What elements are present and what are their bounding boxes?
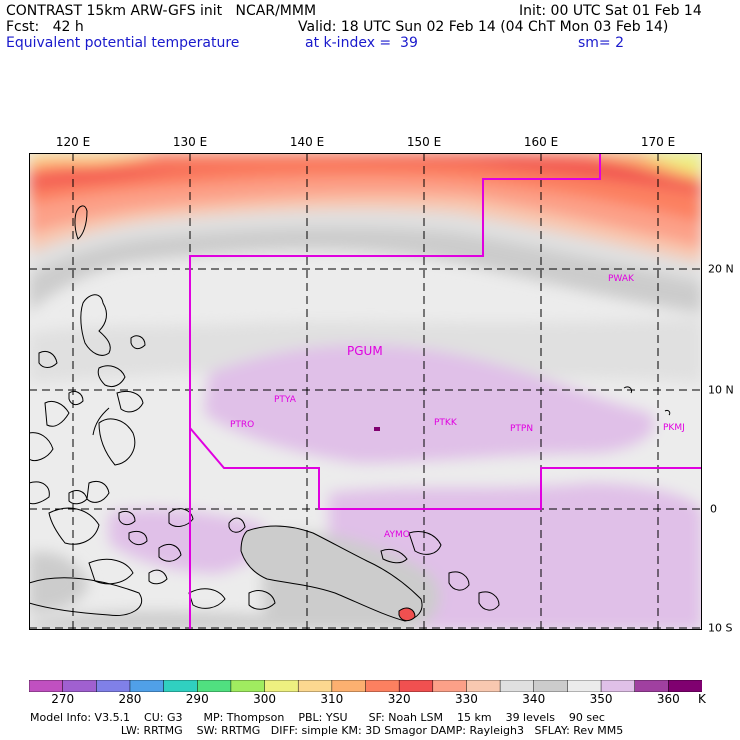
colorbar-tick-label: 300 <box>253 692 276 706</box>
solomon-islands <box>478 591 500 611</box>
colorbar-tick-label: 330 <box>454 692 478 706</box>
forecast-hour: Fcst: 42 h <box>6 19 84 35</box>
mindanao <box>98 418 136 466</box>
lon-label-150: 150 E <box>406 135 442 149</box>
model-info-line1: Model Info: V3.5.1 CU: G3 MP: Thompson P… <box>30 711 605 724</box>
station-aymo: AYMO <box>384 530 410 540</box>
station-ptro: PTRO <box>230 420 254 430</box>
new-guinea <box>240 525 423 622</box>
colorbar-tick-label: 320 <box>387 692 411 706</box>
station-ptpn: PTPN <box>510 424 533 434</box>
colorbar-swatch <box>230 680 266 692</box>
map-frame <box>29 153 702 630</box>
colorbar-swatch <box>499 680 535 692</box>
lon-label-160: 160 E <box>523 135 559 149</box>
station-ptkk: PTKK <box>434 418 458 428</box>
lat-label-20n: 20 N <box>708 262 734 276</box>
colorbar-swatch <box>29 680 64 692</box>
colorbar-swatch <box>264 680 299 692</box>
colorbar-tick-label: 310 <box>320 692 344 706</box>
model-info-line2: LW: RRTMG SW: RRTMG DIFF: simple KM: 3D … <box>30 724 624 737</box>
station-pgum: PGUM <box>347 344 383 358</box>
hotspot <box>374 427 380 431</box>
luzon <box>80 294 111 356</box>
lon-label-170: 170 E <box>640 135 676 149</box>
colorbar-unit: K <box>698 692 706 706</box>
sulawesi <box>48 507 100 545</box>
colorbar-swatch <box>432 680 468 692</box>
smoothing: sm= 2 <box>578 35 625 51</box>
theta-e-map: PGUM PTYA PTRO PTKK PTPN PKMJ PWAK AYMO <box>29 153 702 630</box>
new-britain <box>380 548 408 564</box>
colorbar-swatch <box>62 680 98 692</box>
colorbar-swatch <box>365 680 400 692</box>
station-pkmj: PKMJ <box>663 423 685 433</box>
station-pwak: PWAK <box>608 274 635 284</box>
colorbar-swatch <box>600 680 636 692</box>
init-time: Init: 00 UTC Sat 01 Feb 14 <box>519 3 702 19</box>
colorbar-swatch <box>297 680 333 692</box>
valid-time: Valid: 18 UTC Sun 02 Feb 14 (04 ChT Mon … <box>298 19 669 35</box>
lon-label-130: 130 E <box>172 135 208 149</box>
lon-label-120: 120 E <box>55 135 91 149</box>
lat-label-eq: 0 <box>710 502 717 516</box>
colorbar-swatch <box>331 680 367 692</box>
lon-label-140: 140 E <box>289 135 325 149</box>
level-index: at k-index = 39 <box>305 35 418 51</box>
colorbar-swatch <box>163 680 199 692</box>
colorbar-tick-label: 280 <box>118 692 142 706</box>
field-name: Equivalent potential temperature <box>6 35 240 51</box>
model-title: CONTRAST 15km ARW-GFS init NCAR/MMM <box>6 3 317 19</box>
colorbar-swatch <box>398 680 434 692</box>
lat-label-10s: 10 S <box>708 621 733 635</box>
taiwan <box>74 205 88 240</box>
borneo <box>29 432 54 462</box>
colorbar-tick-label: 340 <box>522 692 546 706</box>
colorbar-swatch <box>96 680 131 692</box>
colorbar-swatch <box>197 680 232 692</box>
colorbar-swatch <box>533 680 569 692</box>
lat-label-10n: 10 N <box>708 383 734 397</box>
station-ptya: PTYA <box>274 395 297 405</box>
colorbar-swatch <box>668 680 702 692</box>
region-boundary <box>189 153 702 630</box>
colorbar-swatch <box>129 680 165 692</box>
colorbar-swatch <box>634 680 670 692</box>
colorbar-tick-label: 350 <box>589 692 613 706</box>
colorbar-tick-label: 360 <box>656 692 680 706</box>
colorbar-swatch <box>567 680 602 692</box>
colorbar <box>29 680 702 692</box>
new-ireland <box>408 531 442 555</box>
colorbar-tick-label: 290 <box>185 692 209 706</box>
colorbar-swatch <box>466 680 501 692</box>
colorbar-tick-label: 270 <box>51 692 75 706</box>
